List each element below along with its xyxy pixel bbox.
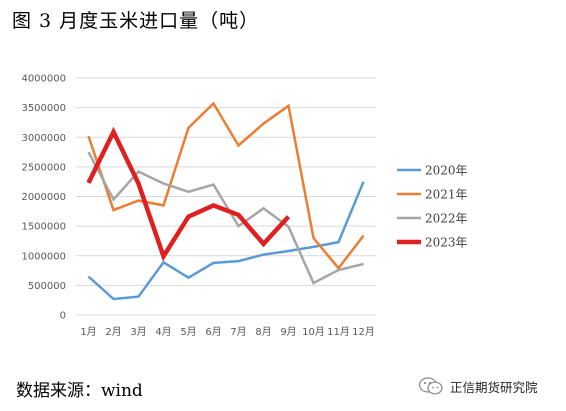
legend: 2020年 2021年 2022年 2023年 bbox=[397, 164, 468, 250]
x-tick-label: 5月 bbox=[180, 326, 196, 338]
figure-title: 图 3 月度玉米进口量（吨） bbox=[12, 10, 260, 32]
x-tick-label: 8月 bbox=[255, 326, 271, 338]
y-tick-label: 4000000 bbox=[21, 74, 66, 85]
x-tick-label: 2月 bbox=[105, 326, 121, 338]
series-lines bbox=[86, 101, 365, 301]
y-tick-label: 2500000 bbox=[21, 162, 66, 173]
y-tick-label: 500000 bbox=[28, 281, 66, 292]
y-axis-ticks: 0 500000 1000000 1500000 2000000 2500000 30000… bbox=[21, 74, 66, 322]
x-tick-label: 9月 bbox=[280, 326, 296, 338]
x-tick-label: 7月 bbox=[230, 326, 246, 338]
x-tick-label: 3月 bbox=[130, 326, 146, 338]
wechat-icon bbox=[418, 377, 443, 395]
x-tick-label: 10月 bbox=[302, 326, 325, 338]
legend-label: 2021年 bbox=[425, 188, 468, 202]
legend-label: 2022年 bbox=[425, 212, 468, 226]
legend-label: 2020年 bbox=[425, 164, 468, 178]
y-tick-label: 0 bbox=[60, 311, 66, 322]
x-tick-label: 12月 bbox=[352, 326, 375, 338]
x-tick-label: 4月 bbox=[155, 326, 171, 338]
series-line-2020年 bbox=[87, 181, 365, 301]
series-line-2023年 bbox=[86, 126, 291, 262]
series-line-2021年 bbox=[87, 101, 365, 271]
y-tick-label: 1000000 bbox=[21, 251, 66, 262]
y-tick-label: 1500000 bbox=[21, 222, 66, 233]
watermark: 正信期货研究院 bbox=[418, 376, 538, 396]
gridlines bbox=[76, 77, 376, 316]
y-tick-label: 3000000 bbox=[21, 133, 66, 144]
x-tick-label: 1月 bbox=[80, 326, 96, 338]
x-tick-label: 11月 bbox=[327, 326, 350, 338]
watermark-text: 正信期货研究院 bbox=[450, 379, 538, 395]
legend-label: 2023年 bbox=[425, 236, 468, 250]
data-source-note: 数据来源：wind bbox=[16, 381, 143, 401]
x-tick-label: 6月 bbox=[205, 326, 221, 338]
series-line-2022年 bbox=[87, 151, 364, 285]
y-tick-label: 2000000 bbox=[21, 192, 66, 203]
x-axis-ticks: 1月 2月 3月 4月 5月 6月 7月 8月 9月 10月 11月 12月 bbox=[80, 326, 375, 338]
line-chart: 0 500000 1000000 1500000 2000000 2500000 30000… bbox=[21, 74, 468, 339]
y-tick-label: 3500000 bbox=[21, 103, 66, 114]
